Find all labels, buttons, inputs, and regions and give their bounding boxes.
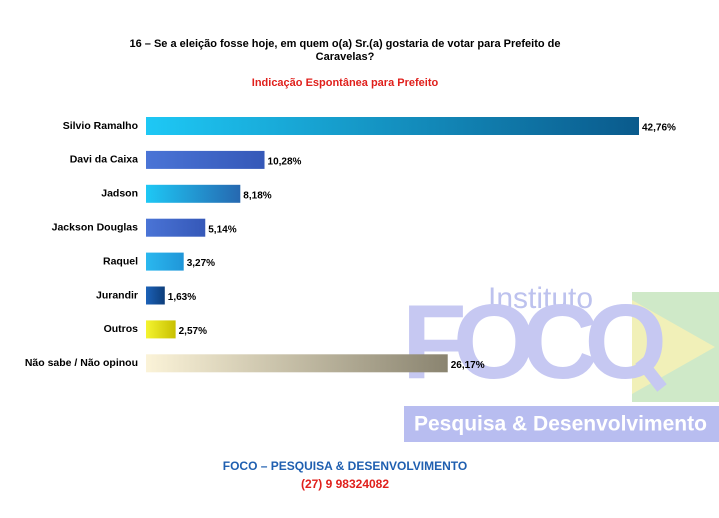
value-label: 26,17% <box>451 360 485 371</box>
footer-phone: (27) 9 98324082 <box>301 477 389 491</box>
category-label: Silvio Ramalho <box>63 120 138 132</box>
magnifier-handle <box>635 356 667 392</box>
value-label: 10,28% <box>268 157 302 168</box>
value-label: 1,63% <box>168 292 196 303</box>
watermark: Instituto FOCO Pesquisa & Desenvolviment… <box>402 282 719 442</box>
category-label: Outros <box>104 323 139 335</box>
category-label: Raquel <box>103 255 138 267</box>
value-label: 3,27% <box>187 258 215 269</box>
category-label: Jackson Douglas <box>52 221 139 233</box>
bar <box>146 218 206 237</box>
chart-title: 16 – Se a eleição fosse hoje, em quem o(… <box>130 38 561 50</box>
chart-title: Caravelas? <box>316 51 375 63</box>
watermark-banner <box>404 406 719 442</box>
bar <box>146 320 176 339</box>
chart-subtitle: Indicação Espontânea para Prefeito <box>252 77 439 89</box>
watermark-logo: FOCO <box>402 283 667 401</box>
footer: FOCO – PESQUISA & DESENVOLVIMENTO <box>223 459 467 473</box>
category-label: Jurandir <box>96 289 138 301</box>
category-label: Davi da Caixa <box>70 154 138 166</box>
watermark-institute: Instituto <box>488 282 593 315</box>
watermark-tagline: Pesquisa & Desenvolvimento <box>414 413 707 436</box>
category-label: Não sabe / Não opinou <box>25 357 138 369</box>
value-label: 42,76% <box>642 123 676 134</box>
value-label: 2,57% <box>179 326 207 337</box>
value-label: 8,18% <box>243 190 271 201</box>
bar <box>146 354 448 373</box>
category-label: Jadson <box>101 188 138 200</box>
value-label: 5,14% <box>208 224 236 235</box>
bar <box>146 184 241 203</box>
bar <box>146 252 184 271</box>
bar <box>146 150 265 169</box>
bar <box>146 117 639 135</box>
bar <box>146 286 165 305</box>
